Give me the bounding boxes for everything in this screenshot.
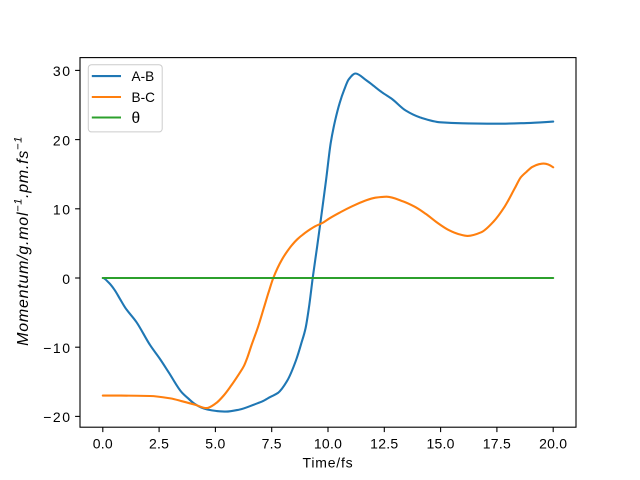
svg-text:30: 30 bbox=[53, 63, 72, 79]
svg-text:10.0: 10.0 bbox=[314, 436, 342, 452]
svg-text:7.5: 7.5 bbox=[262, 436, 282, 452]
svg-text:0: 0 bbox=[62, 271, 71, 287]
svg-text:15.0: 15.0 bbox=[426, 436, 454, 452]
svg-text:θ: θ bbox=[132, 110, 141, 127]
svg-text:2.5: 2.5 bbox=[149, 436, 169, 452]
svg-text:−20: −20 bbox=[43, 409, 71, 425]
svg-text:5.0: 5.0 bbox=[205, 436, 225, 452]
svg-text:−10: −10 bbox=[43, 340, 71, 356]
svg-text:20.0: 20.0 bbox=[539, 436, 567, 452]
svg-text:10: 10 bbox=[53, 202, 72, 218]
svg-text:A-B: A-B bbox=[132, 69, 155, 84]
svg-text:Momentum/g.mol−1.pm.fs−1: Momentum/g.mol−1.pm.fs−1 bbox=[13, 136, 32, 346]
svg-text:Time/fs: Time/fs bbox=[303, 455, 354, 471]
svg-text:0.0: 0.0 bbox=[93, 436, 113, 452]
svg-text:17.5: 17.5 bbox=[483, 436, 511, 452]
svg-text:12.5: 12.5 bbox=[370, 436, 398, 452]
svg-text:20: 20 bbox=[53, 132, 72, 148]
svg-text:B-C: B-C bbox=[132, 90, 156, 105]
